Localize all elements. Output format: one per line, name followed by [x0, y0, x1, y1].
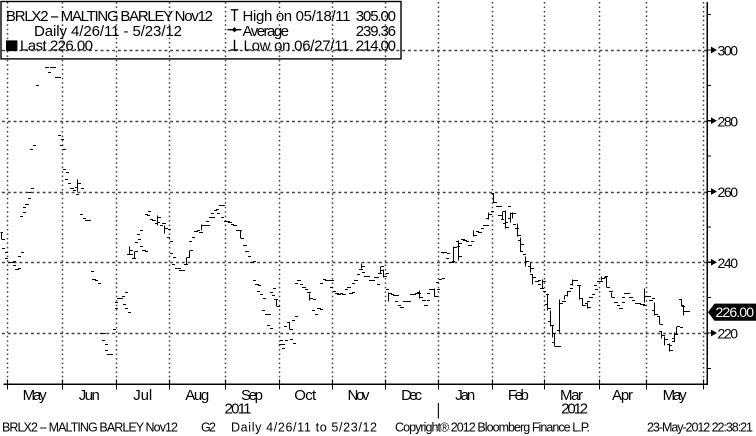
svg-text:Feb: Feb [508, 387, 529, 404]
svg-text:240: 240 [718, 255, 739, 271]
svg-text:High on 05/18/11: High on 05/18/11 [243, 8, 351, 25]
svg-text:300: 300 [718, 43, 739, 59]
svg-text:239.36: 239.36 [356, 23, 396, 40]
svg-text:Average: Average [243, 23, 290, 40]
svg-text:214.00: 214.00 [356, 38, 396, 55]
svg-text:May: May [663, 387, 688, 404]
svg-text:Jun: Jun [79, 387, 100, 404]
svg-text:Aug: Aug [185, 387, 209, 404]
svg-text:226.00: 226.00 [716, 304, 755, 320]
svg-text:2011: 2011 [225, 401, 252, 418]
svg-text:BRLX2 -- MALTING BARLEY Nov12: BRLX2 -- MALTING BARLEY Nov12 [6, 8, 213, 25]
svg-text:BRLX2 -- MALTING BARLEY Nov12: BRLX2 -- MALTING BARLEY Nov12 [2, 421, 178, 435]
svg-text:260: 260 [718, 184, 739, 200]
svg-text:Mar: Mar [560, 387, 583, 404]
svg-text:Jan: Jan [455, 387, 475, 404]
svg-text:Last 226.00: Last 226.00 [20, 38, 93, 55]
svg-text:Nov: Nov [348, 387, 371, 404]
svg-text:G2: G2 [201, 421, 216, 435]
svg-text:Daily 4/26/11 to 5/23/12: Daily 4/26/11 to 5/23/12 [231, 421, 377, 435]
svg-text:23-May-2012 22:38:21: 23-May-2012 22:38:21 [647, 421, 753, 435]
svg-text:280: 280 [718, 113, 739, 129]
svg-text:Oct: Oct [294, 387, 317, 404]
svg-text:220: 220 [718, 326, 739, 342]
svg-text:Sep: Sep [241, 387, 263, 404]
svg-text:Dec: Dec [401, 387, 423, 404]
svg-text:2012: 2012 [561, 401, 588, 418]
svg-text:May: May [23, 387, 48, 404]
svg-text:305.00: 305.00 [356, 8, 396, 25]
svg-text:Copyright® 2012 Bloomberg Fina: Copyright® 2012 Bloomberg Finance L.P. [395, 421, 590, 435]
svg-text:Low on 06/27/11: Low on 06/27/11 [244, 38, 350, 55]
svg-text:Jul: Jul [133, 387, 152, 404]
svg-text:Apr: Apr [612, 387, 633, 404]
svg-text:Daily 4/26/11 - 5/23/12: Daily 4/26/11 - 5/23/12 [34, 23, 182, 40]
